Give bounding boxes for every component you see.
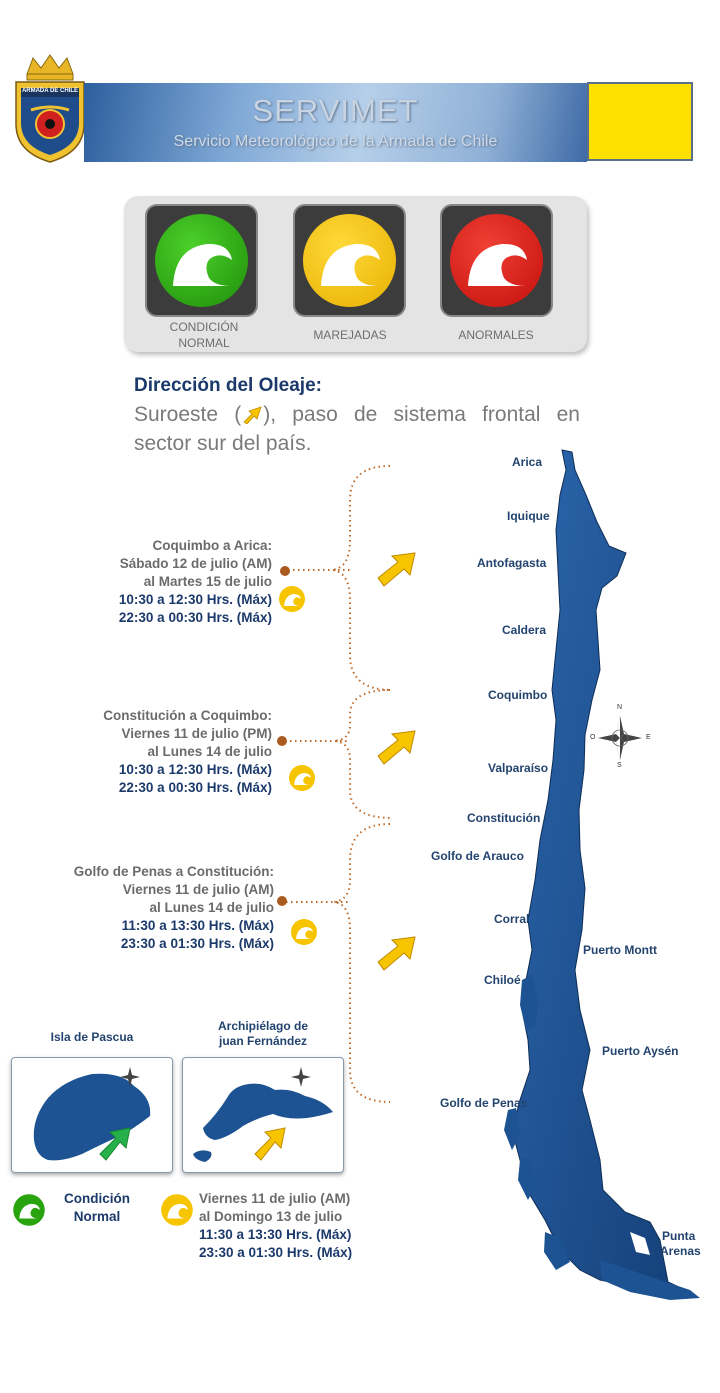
direction-title: Dirección del Oleaje: [134, 375, 322, 396]
compass-e: E [646, 734, 651, 741]
wave-icon [278, 585, 306, 613]
legend-label-marejadas: MAREJADAS [313, 328, 387, 342]
city-label: Puerto Montt [583, 943, 657, 957]
city-label: Golfo de Arauco [431, 849, 524, 863]
city-label: Arica [512, 455, 543, 469]
city-label: Antofagasta [477, 556, 547, 570]
legend-label-anormales: ANORMALES [458, 328, 534, 342]
anormales-tile [440, 204, 553, 317]
wave-icon [450, 214, 543, 307]
forecast-block-central: Constitución a Coquimbo: Viernes 11 de j… [103, 708, 272, 795]
inset-title-pascua: Isla de Pascua [50, 1030, 134, 1044]
wave-direction-arrows [377, 552, 416, 971]
navy-crest-logo: ARMADA DE CHILE [13, 52, 87, 164]
green-wave-icon [12, 1193, 46, 1227]
wave-icon [288, 764, 316, 792]
city-label: Coquimbo [488, 688, 548, 702]
city-label: Punta [662, 1229, 696, 1243]
city-label: Corral [494, 912, 530, 926]
southwest-arrow-icon [243, 406, 262, 425]
yellow-wave-icon [160, 1193, 194, 1227]
legend-label-normal: CONDICIÓN NORMAL [169, 320, 239, 350]
region-marker [277, 736, 287, 746]
region-brackets [285, 465, 393, 1103]
city-label: Constitución [467, 811, 541, 825]
city-label: Iquique [507, 509, 550, 523]
city-label: Arenas [660, 1244, 701, 1258]
inset-juan-fernandez [182, 1057, 344, 1173]
footer-marejadas-info: Viernes 11 de julio (AM) al Domingo 13 d… [199, 1191, 353, 1260]
region-marker [280, 566, 290, 576]
city-label: Chiloé [484, 973, 521, 987]
marejadas-tile [293, 204, 406, 317]
wave-icon [303, 214, 396, 307]
app-subtitle: Servicio Meteorológico de la Armada de C… [173, 133, 498, 150]
header-banner: SERVIMET Servicio Meteorológico de la Ar… [84, 83, 587, 162]
compass-n: N [617, 704, 623, 711]
compass-s: S [617, 762, 622, 769]
normal-condition-tile [145, 204, 258, 317]
wave-icon [155, 214, 248, 307]
city-label: Puerto Aysén [602, 1044, 679, 1058]
forecast-block-south: Golfo de Penas a Constitución: Viernes 1… [73, 864, 274, 951]
region-marker [277, 896, 287, 906]
wave-icon [290, 918, 318, 946]
alert-status-box [587, 82, 693, 161]
compass-rose [598, 716, 642, 760]
forecast-block-north: Coquimbo a Arica: Sábado 12 de julio (AM… [118, 538, 272, 625]
condition-legend: CONDICIÓN NORMAL MAREJADAS ANORMALES [124, 196, 587, 352]
inset-isla-de-pascua [11, 1057, 173, 1173]
crest-text: ARMADA DE CHILE [21, 88, 79, 94]
city-label: Golfo de Penas [440, 1096, 528, 1110]
inset-title-juan-fernandez: Archipiélago de juan Fernández [217, 1019, 309, 1048]
compass-o: O [590, 734, 596, 741]
chile-mainland [511, 449, 692, 1299]
city-label: Caldera [502, 623, 547, 637]
app-title: SERVIMET [252, 93, 419, 128]
footer-normal-label: Condición Normal [64, 1191, 130, 1224]
city-label: Valparaíso [488, 761, 549, 775]
direction-description: Suroeste (), paso de sistema frontal en … [134, 403, 580, 455]
